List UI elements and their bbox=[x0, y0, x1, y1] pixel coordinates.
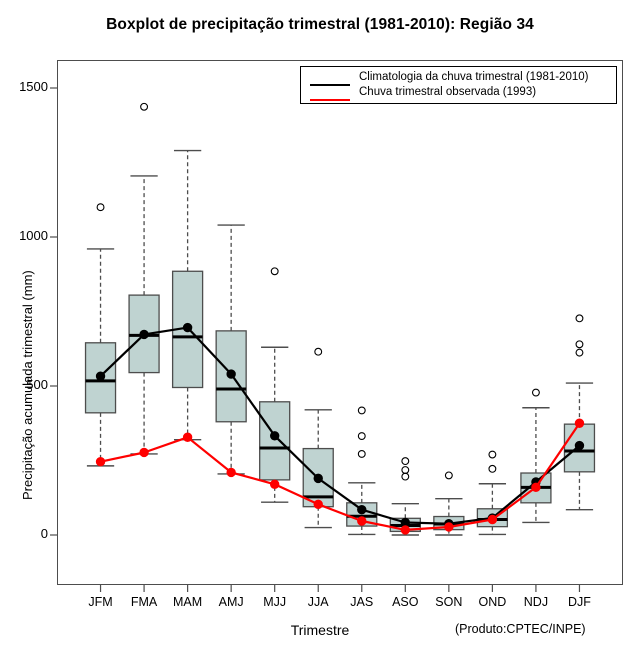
legend-item-observada: Chuva trimestral observada (1993) bbox=[301, 86, 616, 108]
x-tick-label-fma: FMA bbox=[130, 595, 158, 609]
boxplot-ndj bbox=[520, 388, 552, 524]
x-tick-label-mjj: MJJ bbox=[263, 595, 287, 609]
legend-item-climatologia: Climatologia da chuva trimestral (1981-2… bbox=[301, 71, 616, 93]
boxplot-djf bbox=[563, 314, 596, 511]
x-tick-label-djf: DJF bbox=[567, 595, 591, 609]
series-climatologia bbox=[95, 322, 585, 529]
boxplot-jas bbox=[346, 406, 378, 536]
x-tick-label-son: SON bbox=[435, 595, 463, 609]
boxplot-mam bbox=[171, 149, 204, 441]
x-tick-label-ndj: NDJ bbox=[523, 595, 549, 609]
x-axis-label: Trimestre bbox=[290, 622, 350, 638]
series-observada bbox=[95, 418, 585, 535]
boxplot-mjj bbox=[259, 267, 291, 503]
y-tick-label: 0 bbox=[40, 526, 48, 541]
chart-legend: Climatologia da chuva trimestral (1981-2… bbox=[300, 66, 617, 104]
boxplot-jfm bbox=[84, 203, 117, 467]
x-tick-label-mam: MAM bbox=[173, 595, 203, 609]
boxplot-amj bbox=[215, 224, 247, 475]
legend-swatch-climatologia bbox=[310, 84, 350, 86]
y-tick-label: 1500 bbox=[19, 79, 48, 94]
x-tick-label-jas: JAS bbox=[350, 595, 374, 609]
x-tick-label-jja: JJA bbox=[307, 595, 329, 609]
plot-frame bbox=[57, 60, 623, 585]
x-tick-label-ond: OND bbox=[478, 595, 507, 609]
x-tick-label-jfm: JFM bbox=[88, 595, 113, 609]
legend-label-observada: Chuva trimestral observada (1993) bbox=[359, 86, 537, 98]
legend-swatch-observada bbox=[310, 99, 350, 101]
legend-label-climatologia: Climatologia da chuva trimestral (1981-2… bbox=[359, 71, 589, 83]
x-tick-label-aso: ASO bbox=[392, 595, 419, 609]
product-credit: (Produto:CPTEC/INPE) bbox=[455, 622, 586, 636]
y-tick-label: 500 bbox=[26, 377, 48, 392]
boxplot-fma bbox=[128, 102, 160, 455]
x-tick-label-amj: AMJ bbox=[218, 595, 244, 609]
chart-title: Boxplot de precipitação trimestral (1981… bbox=[106, 16, 534, 33]
y-tick-label: 1000 bbox=[19, 228, 48, 243]
